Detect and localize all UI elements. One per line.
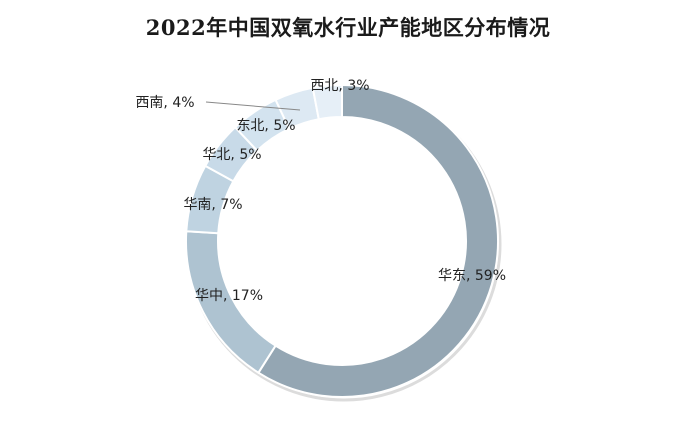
chart-title: 2022年中国双氧水行业产能地区分布情况 [145, 15, 551, 40]
slice-label: 华北, 5% [202, 147, 261, 163]
donut-slice [257, 83, 499, 398]
slice-label: 华南, 7% [183, 197, 242, 213]
slice-label: 东北, 5% [236, 118, 295, 134]
donut-slice [311, 83, 343, 121]
slice-label: 西南, 4% [135, 95, 194, 111]
leader-line [205, 101, 301, 111]
slice-label: 华中, 17% [195, 288, 263, 304]
slice-label: 华东, 59% [438, 268, 506, 284]
slice-label: 西北, 3% [310, 78, 369, 94]
